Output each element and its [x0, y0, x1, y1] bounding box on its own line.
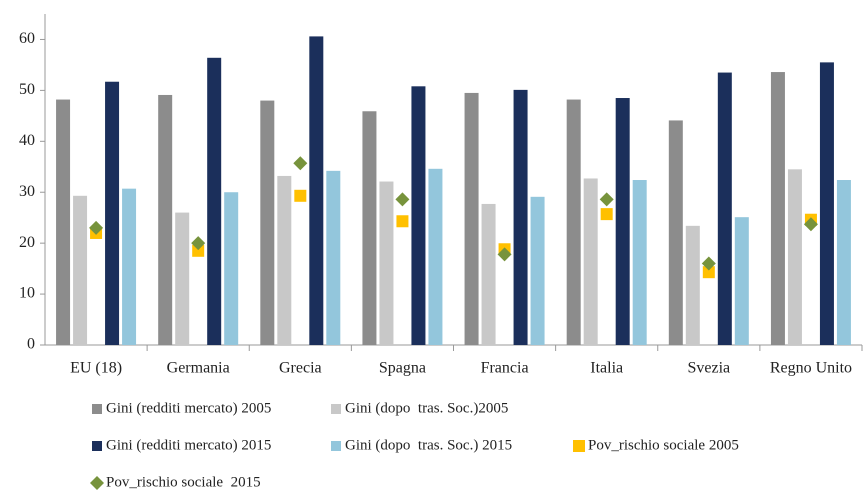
bar [73, 195, 88, 345]
legend-label: Pov_rischio sociale 2015 [106, 474, 261, 490]
legend-label: Gini (redditi mercato) 2015 [106, 437, 271, 453]
point [192, 244, 205, 257]
bar [105, 81, 120, 345]
bar [207, 57, 222, 345]
bar [530, 196, 545, 345]
x-tick-label: Francia [481, 360, 529, 377]
legend-label: Pov_rischio sociale 2005 [588, 437, 739, 453]
x-tick-label: EU (18) [70, 360, 122, 377]
legend-marker [331, 404, 341, 414]
y-tick-label: 60 [19, 30, 35, 47]
point [803, 217, 818, 232]
point [701, 256, 716, 271]
x-tick-label: Italia [590, 360, 623, 377]
y-tick-label: 20 [19, 234, 35, 251]
x-tick-label: Regno Unito [770, 360, 852, 377]
legend-marker [331, 441, 341, 451]
bar [158, 94, 173, 346]
bar [615, 98, 630, 346]
bar [379, 181, 394, 345]
bar [175, 212, 190, 345]
y-tick-label: 10 [19, 285, 35, 302]
bar [224, 192, 239, 345]
bar [362, 111, 377, 345]
x-tick-label: Svezia [687, 360, 730, 377]
bar [819, 62, 834, 345]
bar [734, 217, 749, 345]
bar [277, 175, 292, 345]
point [396, 215, 409, 228]
x-tick-label: Grecia [279, 360, 322, 377]
y-tick-label: 50 [19, 81, 35, 98]
bar [632, 180, 647, 345]
legend-label: Gini (dopo tras. Soc.) 2015 [345, 437, 512, 453]
point [599, 192, 614, 207]
bar [513, 89, 528, 345]
legend-marker [92, 404, 102, 414]
point [191, 236, 206, 251]
bar [481, 203, 496, 345]
bar [56, 99, 71, 345]
bar [787, 169, 802, 345]
y-tick-label: 30 [19, 183, 35, 200]
x-tick-label: Spagna [379, 360, 426, 377]
bar [770, 72, 785, 345]
point [497, 247, 512, 262]
x-tick-label: Germania [167, 360, 230, 377]
bar [326, 170, 341, 345]
y-tick-label: 0 [27, 336, 35, 353]
point [702, 266, 715, 279]
bar [464, 92, 479, 345]
point [89, 220, 104, 235]
bar [566, 99, 581, 345]
point [600, 208, 613, 221]
bar [717, 72, 732, 346]
legend-marker [90, 476, 104, 490]
bar [260, 100, 275, 345]
bar [411, 86, 426, 346]
y-tick-label: 40 [19, 132, 35, 149]
point [293, 156, 308, 171]
bar [668, 120, 683, 345]
bar [836, 180, 851, 345]
bar [309, 36, 324, 345]
bar [583, 178, 598, 345]
legend-label: Gini (dopo tras. Soc.)2005 [345, 400, 508, 416]
bar [122, 188, 137, 345]
bar [428, 168, 443, 345]
point [395, 192, 410, 207]
legend-marker [92, 441, 102, 451]
bar [685, 225, 700, 345]
point [294, 189, 307, 202]
legend-label: Gini (redditi mercato) 2005 [106, 400, 271, 416]
legend-marker [573, 440, 585, 452]
